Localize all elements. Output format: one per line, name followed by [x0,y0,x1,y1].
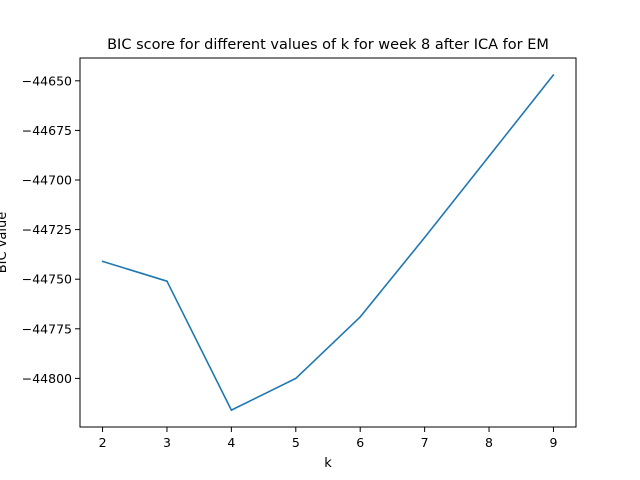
data-point [294,377,297,380]
data-point [552,74,555,76]
y-tick-label: −44725 [22,222,72,237]
x-tick-label: 4 [227,435,235,450]
data-point [423,236,426,239]
series-line [102,74,555,411]
y-tick-label: −44700 [22,173,72,188]
y-tick-label: −44800 [22,371,72,386]
y-tick-label: −44750 [22,272,72,287]
x-tick-label: 9 [549,435,557,450]
y-tick-label: −44650 [22,73,72,88]
chart-title: BIC score for different values of k for … [107,37,549,53]
y-tick-label: −44775 [22,321,72,336]
data-point [166,280,168,282]
data-point [230,409,233,411]
x-tick-label: 6 [356,435,364,450]
x-axis-label: k [324,456,332,471]
x-tick-label: 8 [485,435,493,450]
y-tick-label: −44675 [22,123,72,138]
data-point [359,316,362,318]
x-tick-label: 2 [99,435,107,450]
x-axis-ticks: 2 3 4 5 6 7 8 9 [99,427,557,450]
x-tick-label: 7 [421,435,429,450]
y-axis-ticks: −44800 −44775 −44750 −44725 −44700 −44675 −446… [22,73,80,386]
data-point [488,155,490,158]
y-axis-label: BIC value [0,212,10,273]
x-tick-label: 5 [292,435,300,450]
axes-frame [79,57,577,428]
x-tick-label: 3 [163,435,171,450]
series-layer [101,74,555,411]
data-point [101,260,104,263]
